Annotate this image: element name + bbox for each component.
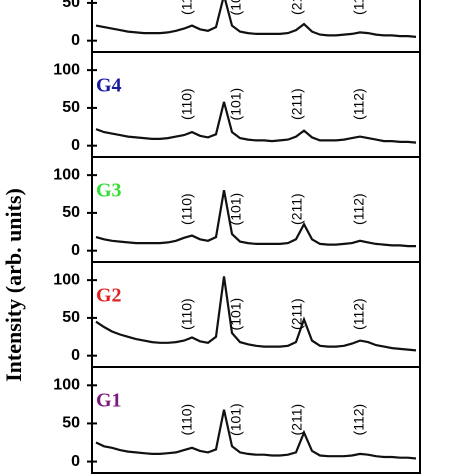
y-tick-label: 100 (53, 61, 80, 78)
y-tick-label: 100 (53, 166, 80, 183)
y-tick-label: 50 (62, 204, 80, 221)
peak-label: (112) (351, 88, 367, 120)
peak-label: (112) (351, 193, 367, 225)
y-axis-label: Intensity (arb. units) (1, 188, 26, 382)
y-tick-label: 50 (62, 99, 80, 116)
y-tick-label: 0 (71, 32, 80, 49)
peak-label: (211) (289, 0, 305, 15)
peak-label: (211) (289, 193, 305, 225)
peak-label: (112) (351, 404, 367, 436)
data-line (95, 276, 417, 352)
panel-frame (91, 261, 421, 368)
peak-label: (101) (228, 298, 244, 331)
y-tick-label: 0 (71, 453, 80, 470)
series-name: G3 (96, 179, 122, 201)
y-tick-label: 0 (71, 242, 80, 259)
peak-label: (211) (289, 404, 305, 436)
y-tick-label: 50 (62, 415, 80, 432)
panel-frame (91, 156, 421, 263)
peak-label: (101) (228, 0, 244, 15)
series-name: G1 (96, 390, 122, 412)
peak-label: (110) (179, 0, 195, 15)
series-name: G2 (96, 284, 122, 306)
peak-label: (211) (289, 298, 305, 330)
peak-label: (101) (228, 88, 244, 121)
y-tick-label: 0 (71, 347, 80, 364)
peak-label: (211) (289, 88, 305, 120)
peak-label: (110) (179, 193, 195, 225)
y-tick-label: 50 (62, 309, 80, 326)
peak-label: (112) (351, 298, 367, 330)
y-tick-label: 0 (71, 137, 80, 154)
data-line (95, 0, 417, 38)
peak-label: (101) (228, 193, 244, 226)
peak-label: (110) (179, 88, 195, 120)
data-line (95, 190, 416, 248)
data-line (95, 101, 417, 144)
y-tick-label: 100 (53, 377, 80, 394)
peak-label: (101) (228, 403, 244, 436)
data-line (95, 409, 417, 460)
y-tick-label: 100 (53, 271, 80, 288)
peak-label: (110) (179, 404, 195, 436)
y-tick-label: 50 (62, 0, 80, 11)
peak-label: (110) (179, 298, 195, 330)
peak-label: (112) (351, 0, 367, 15)
series-name: G4 (96, 74, 122, 96)
panel-frame (91, 0, 421, 53)
panel-frame (91, 366, 421, 474)
